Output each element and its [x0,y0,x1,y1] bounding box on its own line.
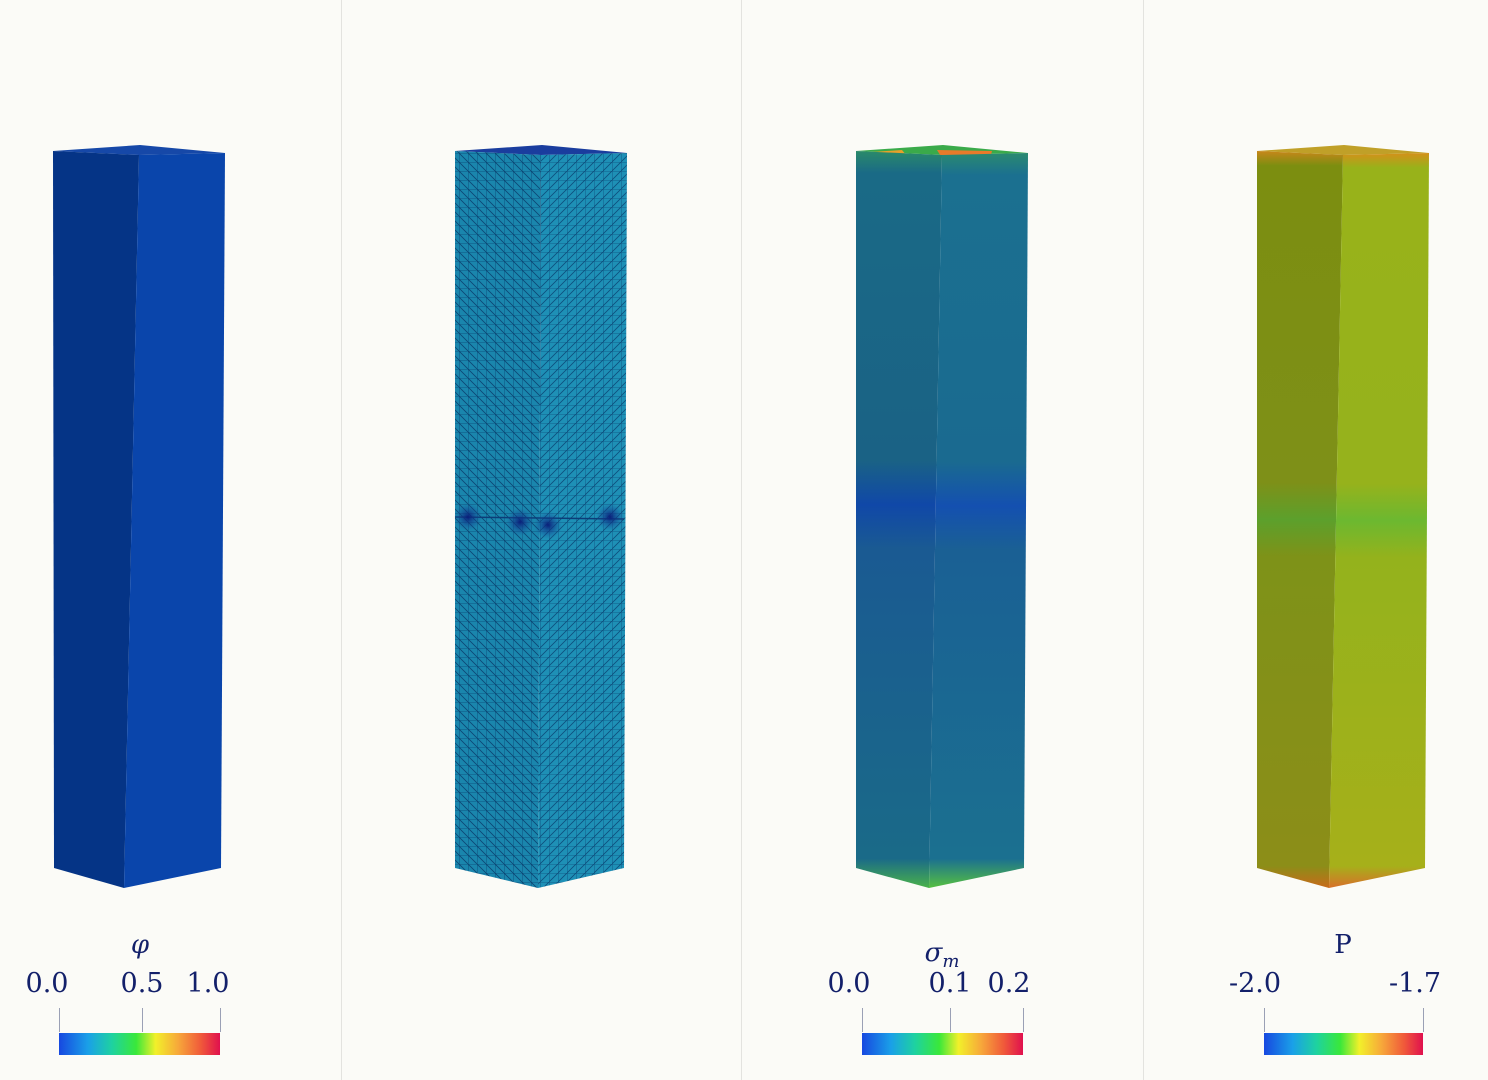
sigma-colorbar-title: σm [892,938,992,972]
phi-column-right-face [124,153,225,888]
mesh-column-top [455,145,627,155]
phi-tick-2: 1.0 [186,968,230,999]
sigma-colorbar [862,1033,1023,1055]
sigma-colorbar-frame [862,1008,1024,1032]
mesh-column [454,145,627,888]
panel-divider [1143,0,1144,1080]
mesh-refinement-node [454,503,482,531]
sigma-column-right-face [929,153,1028,888]
pressure-colorbar-title: P [1334,930,1352,960]
mesh-refinement-node [596,503,624,531]
phi-tick-0: 0.0 [25,968,69,999]
sigma-tick-0: 0.0 [827,968,871,999]
phi-column [53,145,225,888]
mesh-refinement-node [506,508,534,536]
mesh-refinement-node [534,511,562,539]
phi-colorbar-title: φ [130,930,150,960]
mesh-column-left-face [455,151,541,888]
panel-divider [341,0,342,1080]
mesh-column-right-face [538,153,627,888]
pressure-colorbar [1264,1033,1423,1055]
sigma-title-main: σ [924,938,943,968]
phi-tick-1: 0.5 [120,968,164,999]
sigma-title-sub: m [942,951,960,973]
panel-mesh [342,0,741,1080]
sigma-column-left-face [856,151,942,888]
pressure-column [1257,145,1429,888]
phi-colorbar-frame [59,1008,221,1032]
panel-pressure: P -2.0 -1.7 [1144,0,1488,1080]
sigma-tick-1: 0.1 [928,968,972,999]
pressure-tick-0: -2.0 [1228,968,1282,999]
pressure-column-right-face [1329,153,1429,888]
panel-sigma: σm 0.0 0.1 0.2 [742,0,1143,1080]
phi-colorbar [59,1033,220,1055]
panel-phi: φ 0.0 0.5 1.0 [0,0,341,1080]
phi-column-left-face [53,151,139,888]
pressure-column-top [1257,145,1429,155]
pressure-colorbar-frame [1264,1008,1424,1032]
phi-column-top [53,145,225,155]
panel-divider [741,0,742,1080]
sigma-colorbar-tick [950,1008,951,1032]
sigma-column [856,145,1028,888]
sigma-tick-2: 0.2 [987,968,1031,999]
pressure-tick-1: -1.7 [1388,968,1442,999]
phi-colorbar-tick [142,1008,143,1032]
pressure-column-left-face [1257,151,1343,888]
